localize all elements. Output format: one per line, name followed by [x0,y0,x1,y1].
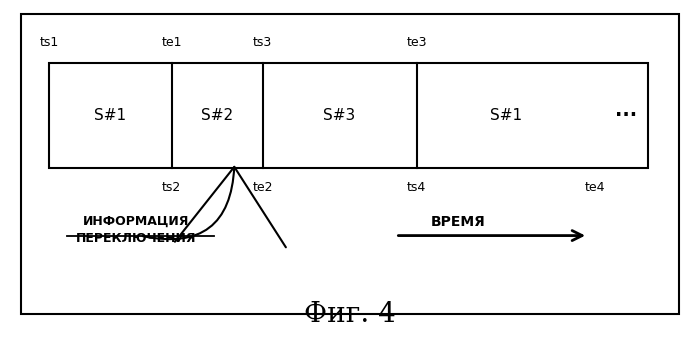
Text: te4: te4 [584,181,606,194]
Text: S#1: S#1 [94,108,126,122]
Text: ···: ··· [615,106,638,125]
Text: ВРЕМЯ: ВРЕМЯ [431,215,486,229]
Text: ts1: ts1 [39,36,59,49]
Bar [21,14,679,314]
Text: ts3: ts3 [253,36,272,49]
Text: ИНФОРМАЦИЯ
ПЕРЕКЛЮЧЕНИЯ: ИНФОРМАЦИЯ ПЕРЕКЛЮЧЕНИЯ [76,215,197,245]
Text: te2: te2 [252,181,273,194]
FancyArrowPatch shape [143,167,286,247]
Text: te3: te3 [406,36,427,49]
Text: te1: te1 [161,36,182,49]
Bar [49,63,648,168]
Text: S#3: S#3 [323,108,356,122]
Text: ts2: ts2 [162,181,181,194]
Text: Фиг. 4: Фиг. 4 [304,301,396,328]
Text: S#2: S#2 [201,108,233,122]
Text: S#1: S#1 [490,108,522,122]
Text: ts4: ts4 [407,181,426,194]
